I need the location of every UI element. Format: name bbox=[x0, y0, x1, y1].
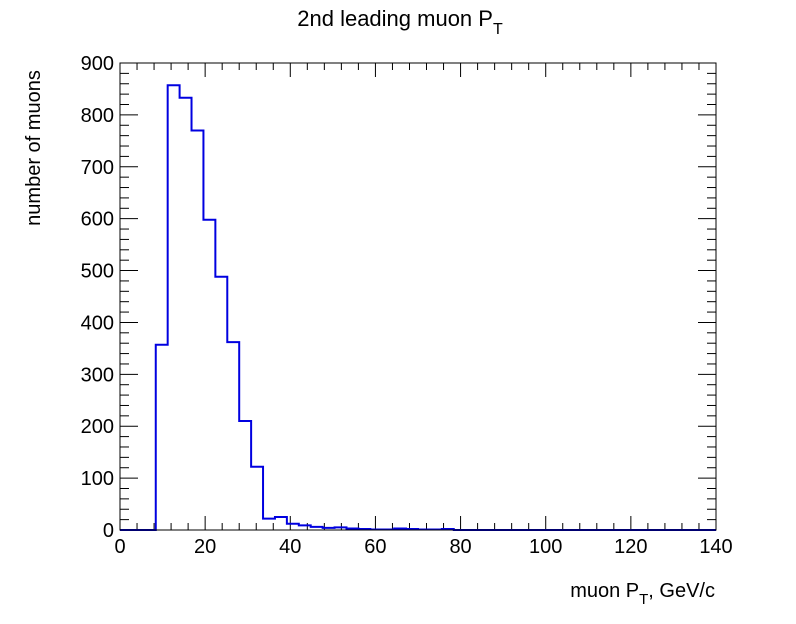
y-tick-label: 200 bbox=[81, 416, 114, 438]
x-axis-label-suffix: , GeV/c bbox=[648, 580, 715, 602]
x-axis-label-subscript: T bbox=[639, 591, 648, 608]
x-tick-label: 40 bbox=[279, 536, 301, 558]
x-axis-label: muon PT, GeV/c bbox=[570, 580, 715, 608]
y-axis-label: number of muons bbox=[23, 70, 45, 226]
x-tick-label: 80 bbox=[449, 536, 471, 558]
x-tick-label: 100 bbox=[529, 536, 562, 558]
chart-title-subscript: T bbox=[493, 21, 503, 38]
x-tick-label: 140 bbox=[699, 536, 732, 558]
x-axis-label-main: muon P bbox=[570, 580, 639, 602]
chart-title-main: 2nd leading muon P bbox=[297, 6, 493, 31]
x-tick-label: 60 bbox=[364, 536, 386, 558]
x-tick-label: 20 bbox=[194, 536, 216, 558]
plot-frame bbox=[119, 62, 717, 531]
y-tick-label: 700 bbox=[81, 157, 114, 179]
y-tick-label: 600 bbox=[81, 209, 114, 231]
y-tick-label: 400 bbox=[81, 312, 114, 334]
y-tick-label: 100 bbox=[81, 468, 114, 490]
y-tick-label: 0 bbox=[103, 520, 114, 542]
y-tick-label: 500 bbox=[81, 261, 114, 283]
x-tick-label: 120 bbox=[614, 536, 647, 558]
y-tick-label: 900 bbox=[81, 53, 114, 75]
histogram-line bbox=[120, 84, 716, 531]
y-tick-label: 300 bbox=[81, 364, 114, 386]
axis-ticks bbox=[119, 62, 717, 531]
axis-tick-labels: 0 20 40 60 80 100 120 140 0 100 200 300 400 500 600 700… bbox=[81, 53, 733, 558]
chart-title: 2nd leading muon PT bbox=[297, 6, 503, 38]
x-tick-label: 0 bbox=[114, 536, 125, 558]
y-tick-label: 800 bbox=[81, 105, 114, 127]
